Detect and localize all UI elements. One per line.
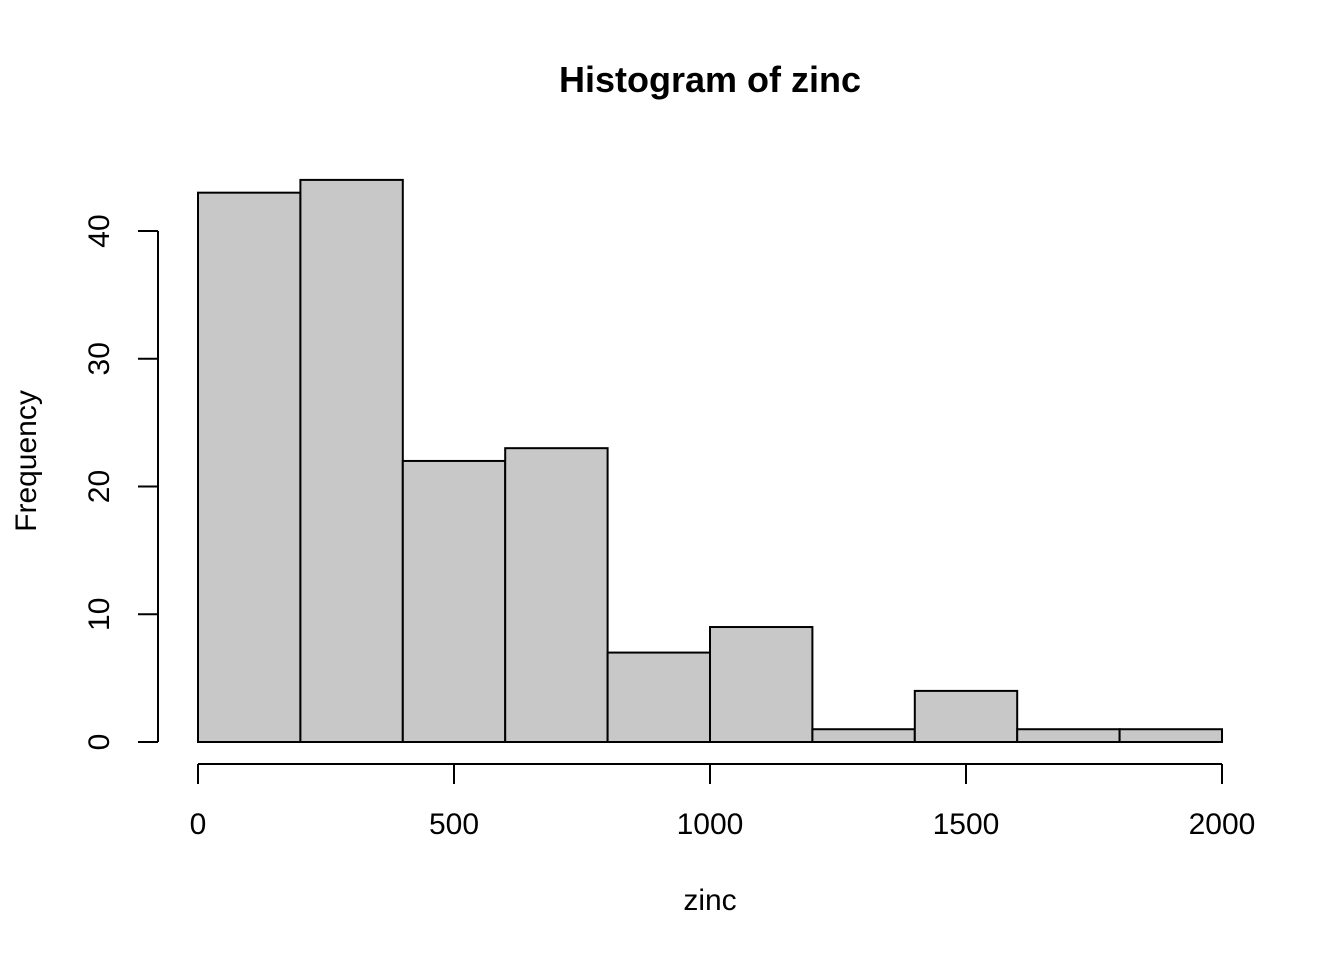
y-tick-label: 40 bbox=[83, 214, 116, 247]
histogram-bar-6 bbox=[811, 728, 916, 743]
y-axis: 0 10 20 30 40 bbox=[83, 214, 159, 751]
histogram-bar-4 bbox=[606, 651, 711, 744]
histogram-bar-0 bbox=[197, 191, 302, 744]
x-tick-label: 1000 bbox=[677, 808, 744, 841]
chart-title: Histogram of zinc bbox=[559, 59, 861, 100]
histogram-bar-9 bbox=[1118, 728, 1223, 743]
y-axis-label: Frequency bbox=[10, 390, 43, 532]
x-tick-label: 1500 bbox=[933, 808, 1000, 841]
y-tick-label: 10 bbox=[83, 598, 116, 631]
histogram-bar-8 bbox=[1016, 728, 1121, 743]
x-tick-label: 500 bbox=[429, 808, 479, 841]
x-tick-label: 2000 bbox=[1189, 808, 1256, 841]
x-axis-label: zinc bbox=[683, 884, 736, 917]
y-tick-label: 0 bbox=[83, 734, 116, 751]
y-tick-label: 20 bbox=[83, 470, 116, 503]
x-axis: 0 500 1000 1500 2000 bbox=[190, 763, 1256, 841]
bars-group bbox=[197, 178, 1223, 744]
histogram-bar-1 bbox=[299, 178, 404, 743]
histogram-bar-3 bbox=[504, 447, 609, 743]
histogram-bar-2 bbox=[401, 459, 507, 743]
y-tick-label: 30 bbox=[83, 342, 116, 375]
x-tick-label: 0 bbox=[190, 808, 207, 841]
histogram-bar-5 bbox=[709, 626, 814, 744]
histogram-bar-7 bbox=[913, 689, 1019, 744]
